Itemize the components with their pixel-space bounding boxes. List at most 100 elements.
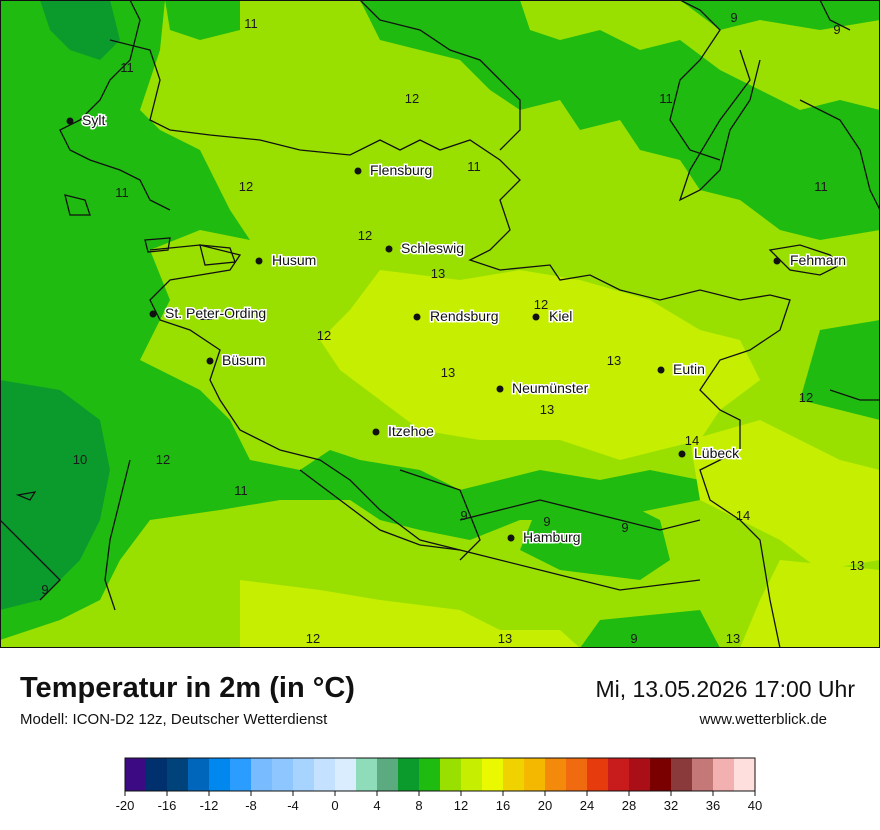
city-kiel[interactable]: Kiel [532, 307, 574, 326]
legend-tick-label: 40 [748, 798, 762, 813]
iso-label: 12 [239, 179, 253, 194]
legend-tick-label: -16 [158, 798, 177, 813]
legend-tick-label: -12 [200, 798, 219, 813]
iso-label: 11 [234, 483, 248, 498]
city-schleswig[interactable]: Schleswig [385, 239, 466, 258]
city-hamburg[interactable]: Hamburg [507, 528, 582, 547]
legend-swatch [587, 758, 609, 791]
legend-swatch [209, 758, 231, 791]
temperature-map: 11 9 9 11 12 11 11 12 11 11 12 13 12 12 … [0, 0, 880, 648]
iso-label: 11 [659, 91, 673, 106]
city-neumuenster[interactable]: Neumünster [496, 379, 590, 398]
iso-label: 11 [120, 60, 134, 75]
color-legend: -20 -16 -12 -8 -4 0 4 8 12 16 20 24 28 32 36 40 [115, 754, 775, 824]
iso-label: 12 [306, 631, 320, 646]
iso-label: 11 [199, 308, 213, 323]
city-flensburg[interactable]: Flensburg [354, 161, 434, 180]
iso-label: 13 [441, 365, 455, 380]
iso-label: 9 [41, 582, 48, 597]
legend-swatch [545, 758, 567, 791]
legend-swatch [503, 758, 525, 791]
legend-swatch [566, 758, 588, 791]
city-label: St. Peter-Ording [165, 305, 266, 321]
map-canvas: 11 9 9 11 12 11 11 12 11 11 12 13 12 12 … [0, 0, 880, 648]
legend-swatch [125, 758, 147, 791]
legend-swatch [482, 758, 504, 791]
city-dot-icon [372, 428, 380, 436]
city-label: Itzehoe [388, 423, 434, 439]
legend-tick-label: -4 [287, 798, 299, 813]
city-label: Flensburg [370, 162, 432, 178]
city-sylt[interactable]: Sylt [66, 111, 107, 130]
iso-label: 13 [498, 631, 512, 646]
forecast-datetime: Mi, 13.05.2026 17:00 Uhr [595, 676, 855, 702]
legend-swatch [335, 758, 357, 791]
legend-swatch [608, 758, 630, 791]
city-husum[interactable]: Husum [255, 251, 318, 270]
city-dot-icon [657, 366, 665, 374]
legend-swatch [671, 758, 693, 791]
city-label: Lübeck [694, 445, 740, 461]
legend-swatch [650, 758, 672, 791]
city-dot-icon [66, 117, 74, 125]
legend-tick-label: 32 [664, 798, 678, 813]
legend-tick-label: -20 [116, 798, 135, 813]
city-label: Kiel [549, 308, 572, 324]
iso-label: 9 [730, 10, 737, 25]
legend-tick-label: -8 [245, 798, 257, 813]
city-label: Schleswig [401, 240, 464, 256]
city-buesum[interactable]: Büsum [206, 351, 267, 370]
iso-label: 9 [833, 22, 840, 37]
city-luebeck[interactable]: Lübeck [678, 444, 742, 463]
city-markers: Sylt Flensburg Husum Schleswig St. Peter… [66, 111, 848, 547]
map-title: Temperatur in 2m (in °C) [20, 672, 355, 704]
city-itzehoe[interactable]: Itzehoe [372, 422, 436, 441]
iso-label: 11 [467, 159, 481, 174]
iso-label: 9 [543, 514, 550, 529]
iso-label: 9 [630, 631, 637, 646]
iso-label: 14 [736, 508, 750, 523]
iso-label: 13 [726, 631, 740, 646]
city-dot-icon [206, 357, 214, 365]
iso-label: 12 [156, 452, 170, 467]
iso-label: 12 [405, 91, 419, 106]
legend-tick-label: 24 [580, 798, 594, 813]
legend-swatch [629, 758, 651, 791]
city-fehmarn[interactable]: Fehmarn [773, 251, 848, 270]
city-label: Neumünster [512, 380, 589, 396]
legend-swatch [167, 758, 189, 791]
city-dot-icon [496, 385, 504, 393]
city-label: Husum [272, 252, 316, 268]
iso-label: 12 [799, 390, 813, 405]
temp-field-11 [0, 0, 880, 648]
city-dot-icon [507, 534, 515, 542]
city-label: Sylt [82, 112, 105, 128]
city-st-peter-ording[interactable]: St. Peter-Ording [149, 304, 268, 323]
iso-label: 13 [850, 558, 864, 573]
iso-label: 12 [358, 228, 372, 243]
legend-tick-label: 4 [373, 798, 380, 813]
city-dot-icon [532, 313, 540, 321]
city-dot-icon [385, 245, 393, 253]
legend-swatch [692, 758, 714, 791]
legend-tick-label: 12 [454, 798, 468, 813]
legend-swatch [251, 758, 273, 791]
website-link[interactable]: www.wetterblick.de [699, 711, 827, 728]
iso-label: 11 [814, 179, 828, 194]
iso-label: 10 [73, 452, 87, 467]
legend-swatch [440, 758, 462, 791]
city-eutin[interactable]: Eutin [657, 360, 706, 379]
city-dot-icon [678, 450, 686, 458]
model-info: Modell: ICON-D2 12z, Deutscher Wetterdie… [20, 711, 328, 728]
iso-label: 9 [460, 508, 467, 523]
legend-frame [124, 757, 756, 792]
iso-label: 13 [540, 402, 554, 417]
legend-swatch [230, 758, 252, 791]
city-rendsburg[interactable]: Rendsburg [413, 307, 500, 326]
legend-swatch [398, 758, 420, 791]
city-label: Rendsburg [430, 308, 499, 324]
temp-field-13 [240, 270, 880, 648]
iso-label: 11 [115, 185, 129, 200]
city-dot-icon [354, 167, 362, 175]
legend-swatch [377, 758, 399, 791]
